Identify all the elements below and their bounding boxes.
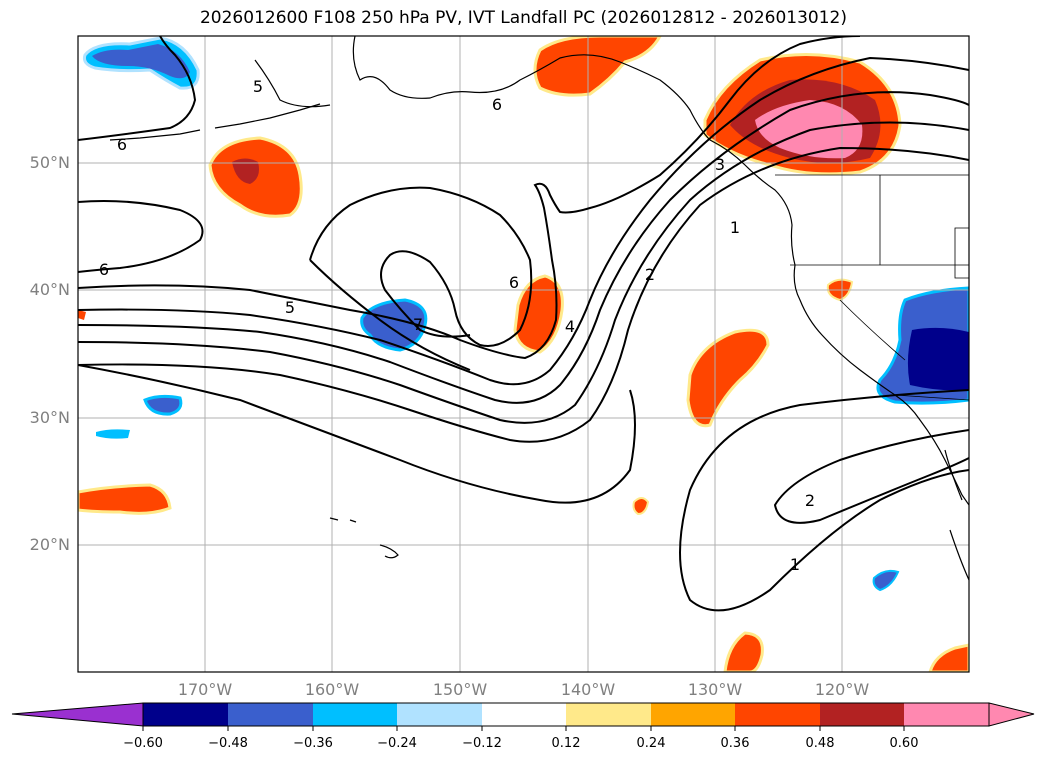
shaded-anomalies bbox=[78, 36, 969, 672]
map-border bbox=[77, 35, 970, 673]
lat-label: 30°N bbox=[29, 408, 70, 427]
contour-label: 4 bbox=[565, 317, 575, 336]
colorbar-tick-label: −0.60 bbox=[123, 736, 163, 751]
colorbar-tick-label: −0.12 bbox=[462, 736, 502, 751]
colorbar-tick-label: 0.48 bbox=[805, 736, 835, 751]
contour-label: 5 bbox=[253, 77, 263, 96]
colorbar-tick-label: 0.12 bbox=[551, 736, 581, 751]
colorbar-segment bbox=[228, 703, 313, 726]
colorbar-tick-label: −0.48 bbox=[208, 736, 248, 751]
lon-label: 160°W bbox=[304, 680, 360, 699]
colorbar-min-arrow bbox=[11, 702, 144, 727]
contour-label: 6 bbox=[117, 135, 127, 154]
colorbar-segment bbox=[566, 703, 651, 726]
graticule bbox=[78, 36, 969, 672]
contour-label: 2 bbox=[805, 491, 815, 510]
contour-label: 6 bbox=[492, 95, 502, 114]
lon-label: 120°W bbox=[814, 680, 870, 699]
contour-label: 1 bbox=[790, 555, 800, 574]
colorbar-tick-label: 0.24 bbox=[636, 736, 666, 751]
colorbar-segment bbox=[143, 703, 228, 726]
colorbar-segment bbox=[904, 703, 989, 726]
colorbar-tick-label: −0.24 bbox=[377, 736, 417, 751]
lon-label: 140°W bbox=[560, 680, 616, 699]
contour-label: 2 bbox=[645, 265, 655, 284]
colorbar-segment bbox=[820, 703, 904, 726]
contour-label: 6 bbox=[509, 273, 519, 292]
colorbar-segment bbox=[397, 703, 482, 726]
lat-label: 40°N bbox=[29, 280, 70, 299]
coastlines bbox=[109, 36, 969, 581]
lon-label: 150°W bbox=[432, 680, 488, 699]
lon-label: 130°W bbox=[687, 680, 743, 699]
colorbar-max-arrow bbox=[988, 702, 1035, 727]
borders bbox=[775, 174, 969, 401]
colorbar-segment bbox=[735, 703, 820, 726]
lat-label: 20°N bbox=[29, 535, 70, 554]
map-title: 2026012600 F108 250 hPa PV, IVT Landfall… bbox=[199, 8, 847, 28]
contours bbox=[78, 36, 969, 612]
lat-label: 50°N bbox=[29, 153, 70, 172]
colorbar-segment bbox=[313, 703, 397, 726]
colorbar-tick-label: 0.60 bbox=[889, 736, 919, 751]
contour-labels: 5 6 6 6 5 7 6 4 3 2 1 2 1 bbox=[99, 77, 815, 574]
contour-label: 7 bbox=[413, 315, 423, 334]
contour-label: 5 bbox=[285, 298, 295, 317]
colorbar-tick-label: −0.36 bbox=[293, 736, 333, 751]
contour-label: 6 bbox=[99, 260, 109, 279]
contour-label: 3 bbox=[715, 155, 725, 174]
colorbar bbox=[11, 702, 1035, 731]
colorbar-segment bbox=[482, 703, 566, 726]
lon-label: 170°W bbox=[177, 680, 233, 699]
colorbar-tick-label: 0.36 bbox=[720, 736, 750, 751]
contour-label: 1 bbox=[730, 218, 740, 237]
colorbar-segment bbox=[651, 703, 735, 726]
